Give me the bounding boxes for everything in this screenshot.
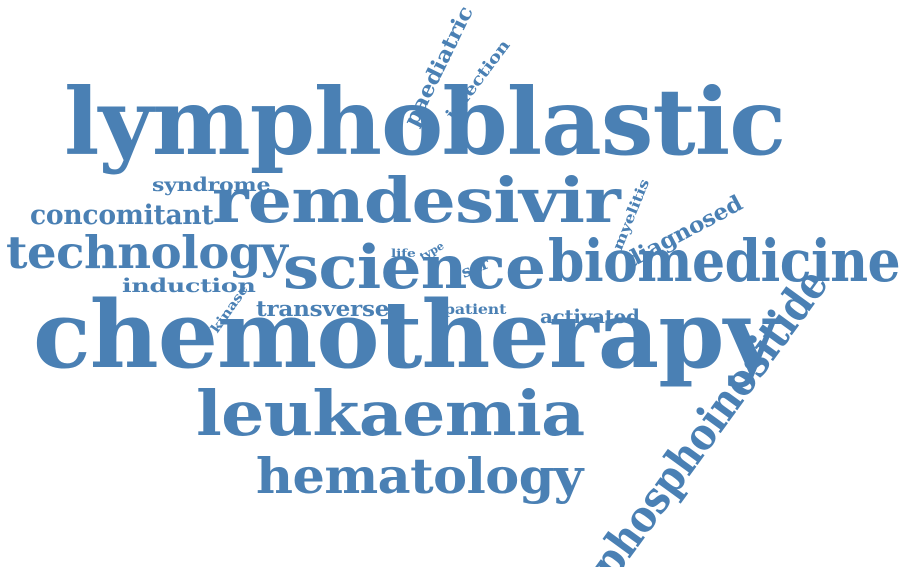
word-chemotherapy: chemotherapy [33,280,779,389]
word-patient: patient [444,302,507,318]
word-concomitant: concomitant [30,200,214,231]
word-syndrome: syndrome [152,174,271,196]
word-science: science [283,233,546,303]
word-induction: induction [122,275,256,297]
word-biomedicine: biomedicine [548,227,900,295]
word-technology: technology [6,226,288,279]
word-activated: activated [540,306,640,328]
word-remdesivir: remdesivir [212,164,621,237]
word-transverse: transverse [256,296,390,321]
word-life: life [391,247,416,260]
word-lymphoblastic: lymphoblastic [64,68,786,176]
word-hematology: hematology [256,447,583,505]
word-leukaemia: leukaemia [196,377,585,450]
